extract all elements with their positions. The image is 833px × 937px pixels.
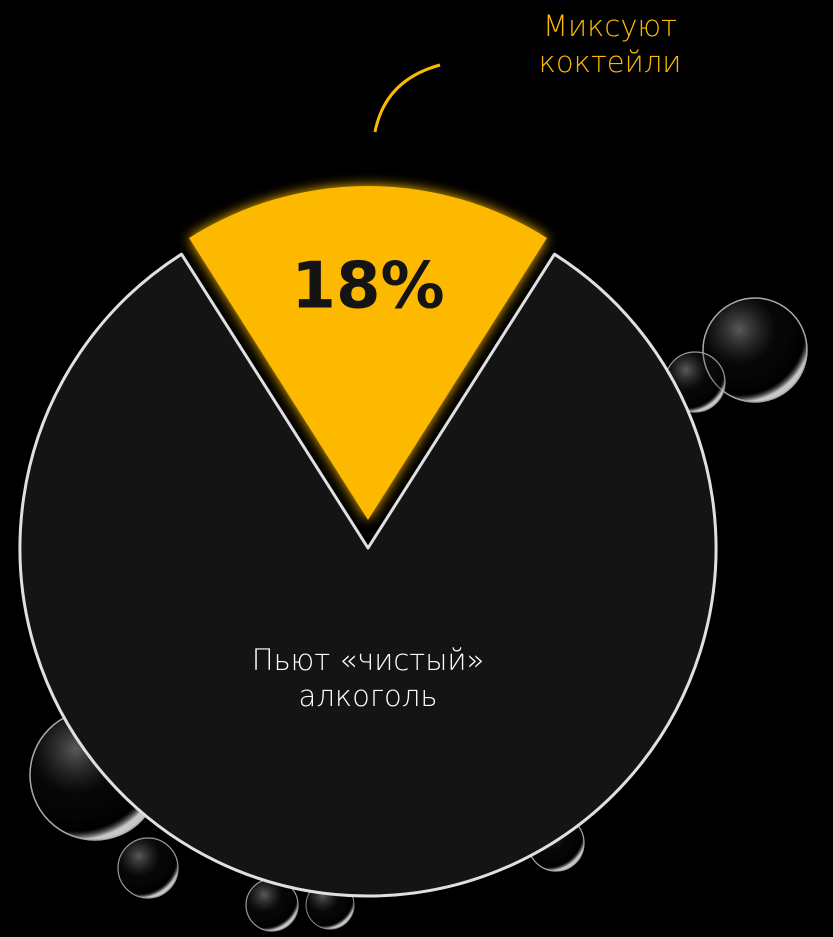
page: 18% Миксуют коктейли Пьют «чистый» алког…: [0, 0, 833, 937]
chart: 18%: [0, 0, 833, 937]
slice-label: Миксуют коктейли: [505, 8, 715, 81]
leader-line: [375, 65, 440, 132]
value-label: 18%: [291, 250, 444, 324]
slice-label: Пьют «чистый» алкоголь: [198, 642, 538, 715]
